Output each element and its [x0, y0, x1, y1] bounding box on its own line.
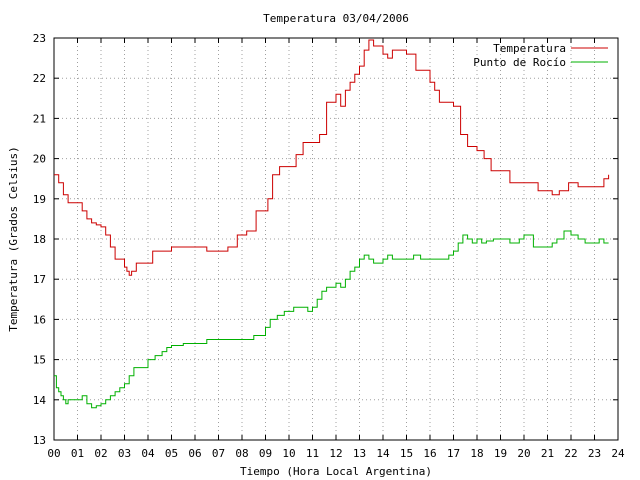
temperatura-line	[54, 39, 610, 276]
x-tick-label: 09	[259, 447, 272, 460]
x-tick-label: 14	[376, 447, 390, 460]
x-tick-label: 07	[212, 447, 225, 460]
x-tick-label: 15	[400, 447, 413, 460]
legend-label-rocio: Punto de Rocío	[473, 56, 566, 69]
x-tick-label: 00	[47, 447, 60, 460]
x-tick-label: 17	[447, 447, 460, 460]
y-tick-label: 13	[33, 434, 46, 447]
x-tick-label: 04	[141, 447, 155, 460]
x-tick-label: 11	[306, 447, 319, 460]
y-tick-label: 22	[33, 72, 46, 85]
x-tick-label: 24	[611, 447, 625, 460]
x-tick-label: 18	[470, 447, 483, 460]
chart-title: Temperatura 03/04/2006	[263, 12, 409, 25]
x-tick-label: 21	[541, 447, 554, 460]
y-tick-label: 16	[33, 313, 46, 326]
legend: Temperatura Punto de Rocío	[473, 42, 608, 69]
x-tick-label: 23	[588, 447, 601, 460]
y-tick-labels: 13 14 15 16 17 18 19 20 21 22 23	[33, 32, 47, 447]
y-tick-label: 14	[33, 394, 47, 407]
x-tick-label: 19	[494, 447, 507, 460]
x-tick-label: 13	[353, 447, 366, 460]
y-tick-label: 19	[33, 193, 46, 206]
x-tick-label: 02	[94, 447, 107, 460]
x-tick-label: 20	[517, 447, 530, 460]
x-tick-label: 01	[71, 447, 84, 460]
x-tick-label: 06	[188, 447, 201, 460]
y-tick-label: 17	[33, 273, 46, 286]
y-tick-label: 20	[33, 153, 46, 166]
y-tick-label: 21	[33, 112, 46, 125]
x-tick-label: 10	[282, 447, 295, 460]
x-tick-label: 08	[235, 447, 248, 460]
x-tick-label: 03	[118, 447, 131, 460]
x-tick-label: 22	[564, 447, 577, 460]
y-tick-label: 23	[33, 32, 46, 45]
y-axis-label: Temperatura (Grados Celsius)	[7, 146, 20, 331]
x-tick-label: 05	[165, 447, 178, 460]
rocio-line	[54, 230, 609, 409]
x-axis-label: Tiempo (Hora Local Argentina)	[240, 465, 432, 478]
axis-ticks	[53, 37, 619, 441]
x-tick-labels: 00 01 02 03 04 05 06 07 08 09 10 11 12 13 14 15 16 17 18 19…	[47, 447, 625, 460]
series-lines	[54, 39, 610, 409]
x-tick-label: 16	[423, 447, 436, 460]
legend-label-temperatura: Temperatura	[493, 42, 566, 55]
y-tick-label: 18	[33, 233, 46, 246]
x-tick-label: 12	[329, 447, 342, 460]
y-tick-label: 15	[33, 354, 46, 367]
